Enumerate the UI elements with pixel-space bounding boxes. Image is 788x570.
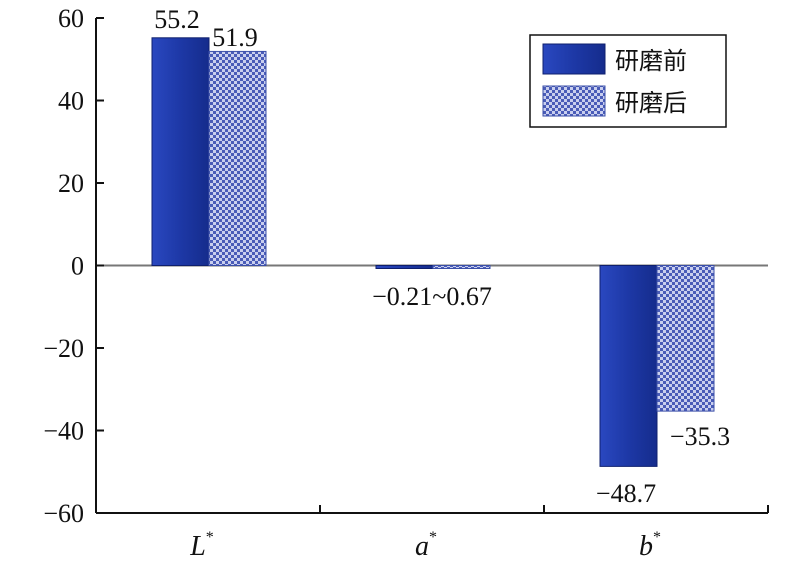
category-superscript: * <box>653 529 661 546</box>
legend-swatch-before <box>542 43 606 75</box>
y-tick-label: −20 <box>43 334 84 363</box>
y-tick-label: 40 <box>58 87 84 116</box>
bar-after <box>432 265 491 269</box>
bars <box>151 37 715 467</box>
bar-before <box>599 265 658 467</box>
legend-label: 研磨后 <box>615 89 687 117</box>
category-superscript: * <box>429 529 437 546</box>
y-tick-label: −60 <box>43 499 84 528</box>
category-name: L <box>189 531 206 562</box>
bar-after <box>208 50 267 266</box>
bar-before <box>151 37 210 266</box>
x-category-label: b* <box>639 529 661 562</box>
y-tick-label: 60 <box>58 4 84 33</box>
label-l-after: 51.9 <box>212 23 258 52</box>
label-b-after: −35.3 <box>670 422 730 451</box>
legend-label: 研磨前 <box>615 47 687 75</box>
y-tick-label: 20 <box>58 169 84 198</box>
category-superscript: * <box>206 529 214 546</box>
legend-swatch-after <box>542 85 606 117</box>
bar-after <box>656 265 715 412</box>
y-tick-label: 0 <box>71 252 84 281</box>
label-l-before: 55.2 <box>154 5 200 34</box>
label-b-before: −48.7 <box>596 479 656 508</box>
x-category-label: a* <box>415 529 437 562</box>
category-name: b <box>639 531 653 562</box>
label-a-range: −0.21~0.67 <box>372 282 492 311</box>
x-category-label: L* <box>189 529 214 562</box>
y-tick-label: −40 <box>43 417 84 446</box>
bar-before <box>375 265 434 269</box>
category-name: a <box>415 531 429 562</box>
data-labels: 55.2 51.9 −0.21~0.67 −48.7 −35.3 <box>154 5 730 508</box>
